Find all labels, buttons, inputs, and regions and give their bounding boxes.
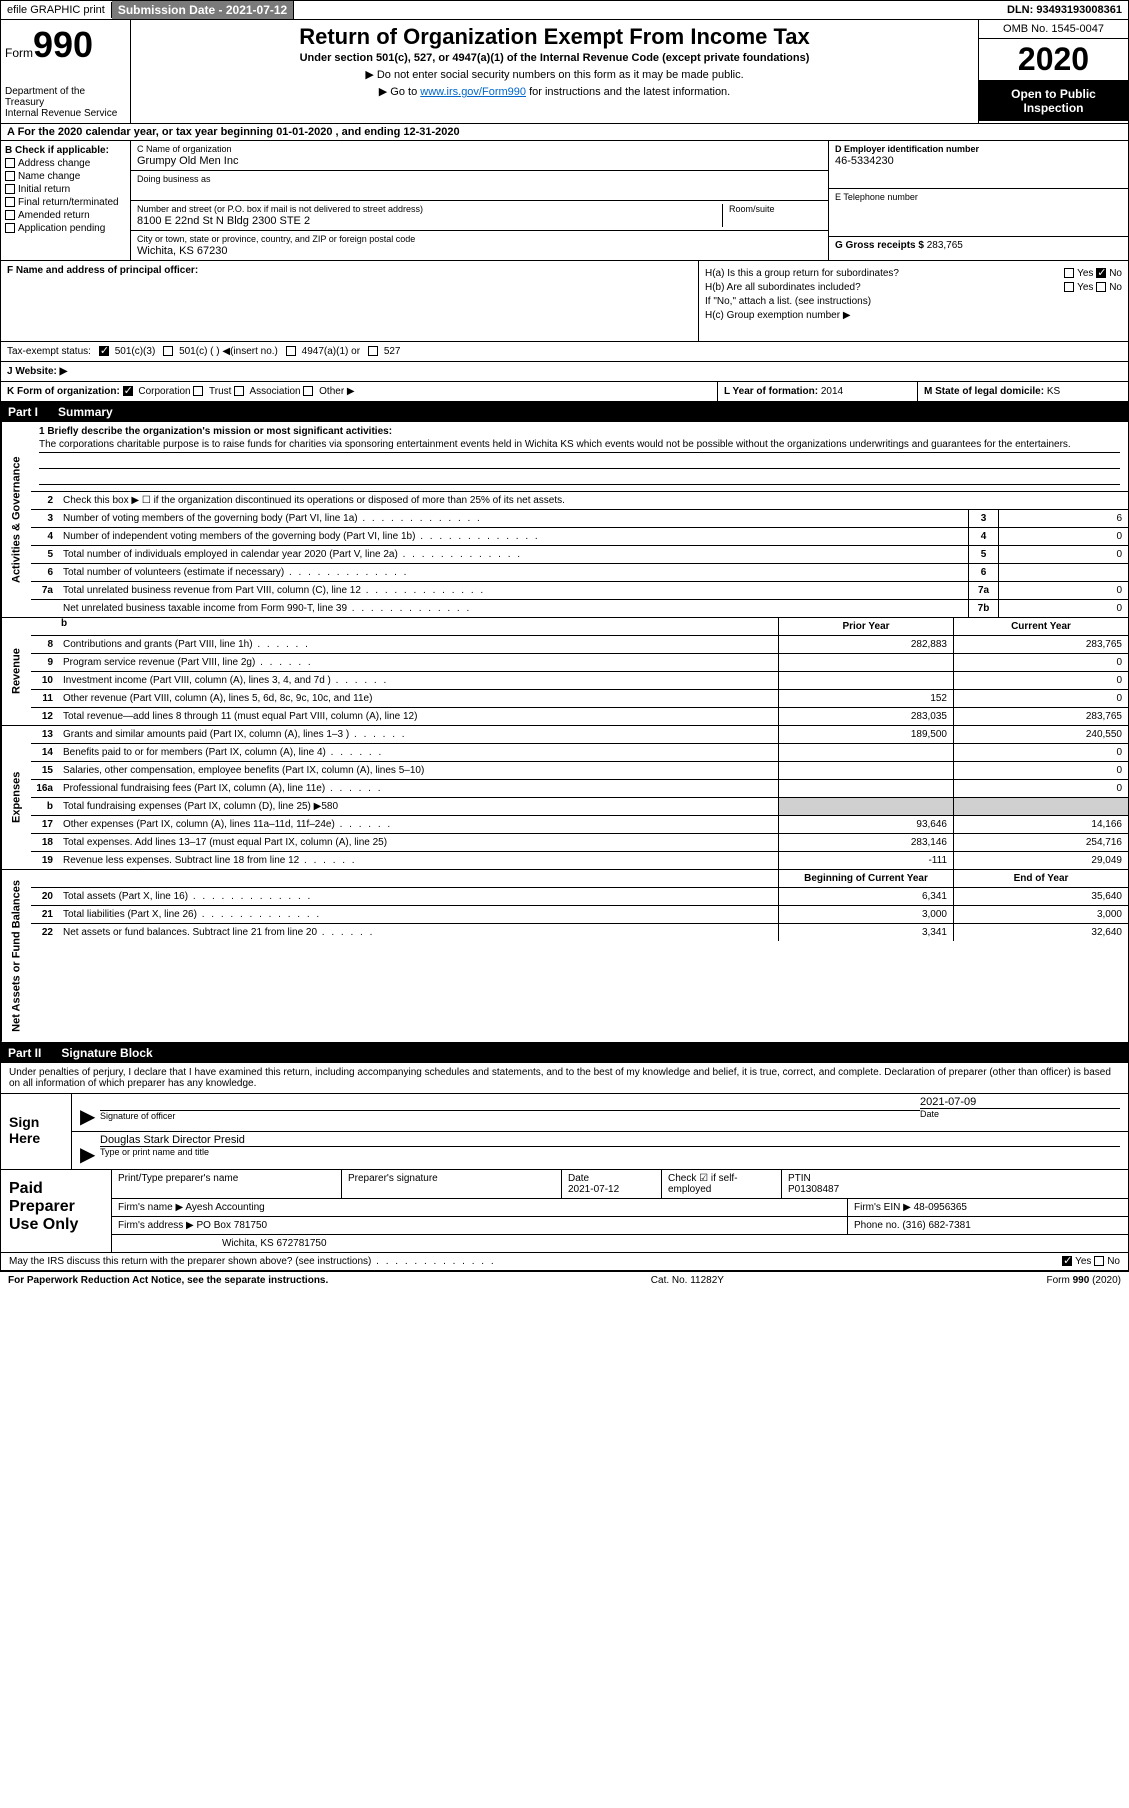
side-revenue: Revenue — [1, 618, 31, 725]
revenue-block: Revenue bPrior YearCurrent Year 8Contrib… — [0, 618, 1129, 726]
chk-corp[interactable] — [123, 386, 133, 396]
sig-arrow-icon: ▶ — [80, 1134, 100, 1167]
chk-final[interactable] — [5, 197, 15, 207]
sign-block: Sign Here ▶ Signature of officer 2021-07… — [0, 1094, 1129, 1170]
chk-4947[interactable] — [286, 346, 296, 356]
form-id-block: Form 990 Department of the Treasury Inte… — [1, 20, 131, 123]
col-de: D Employer identification number 46-5334… — [828, 141, 1128, 260]
part1-header: Part I Summary — [0, 402, 1129, 422]
submission-date[interactable]: Submission Date - 2021-07-12 — [112, 1, 294, 19]
col-h: H(a) Is this a group return for subordin… — [698, 261, 1128, 341]
chk-assoc[interactable] — [234, 386, 244, 396]
side-netassets: Net Assets or Fund Balances — [1, 870, 31, 1042]
footer: For Paperwork Reduction Act Notice, see … — [0, 1271, 1129, 1289]
form-title-block: Return of Organization Exempt From Incom… — [131, 20, 978, 123]
hb-yes[interactable] — [1064, 282, 1074, 292]
form-header: Form 990 Department of the Treasury Inte… — [0, 20, 1129, 124]
row-j: J Website: ▶ — [0, 362, 1129, 382]
ha-yes[interactable] — [1064, 268, 1074, 278]
top-bar: efile GRAPHIC print Submission Date - 20… — [0, 0, 1129, 20]
ha-no[interactable] — [1096, 268, 1106, 278]
sig-intro: Under penalties of perjury, I declare th… — [0, 1063, 1129, 1094]
mission: 1 Briefly describe the organization's mi… — [31, 422, 1128, 492]
chk-other[interactable] — [303, 386, 313, 396]
col-c: C Name of organization Grumpy Old Men In… — [131, 141, 828, 260]
chk-527[interactable] — [368, 346, 378, 356]
hb-no[interactable] — [1096, 282, 1106, 292]
row-fgh: F Name and address of principal officer:… — [0, 261, 1129, 342]
row-i: Tax-exempt status: 501(c)(3) 501(c) ( ) … — [0, 342, 1129, 362]
side-expenses: Expenses — [1, 726, 31, 869]
discuss-row: May the IRS discuss this return with the… — [0, 1253, 1129, 1271]
section-bcde: B Check if applicable: Address change Na… — [0, 141, 1129, 261]
efile-label: efile GRAPHIC print — [1, 2, 112, 18]
row-klm: K Form of organization: Corporation Trus… — [0, 382, 1129, 402]
chk-address[interactable] — [5, 158, 15, 168]
side-activities: Activities & Governance — [1, 422, 31, 617]
sig-arrow-icon: ▶ — [80, 1096, 100, 1129]
chk-amended[interactable] — [5, 210, 15, 220]
dln: DLN: 93493193008361 — [1001, 2, 1128, 18]
chk-name[interactable] — [5, 171, 15, 181]
expenses-block: Expenses 13Grants and similar amounts pa… — [0, 726, 1129, 870]
activities-block: Activities & Governance 1 Briefly descri… — [0, 422, 1129, 618]
discuss-yes[interactable] — [1062, 1256, 1072, 1266]
preparer-block: Paid Preparer Use Only Print/Type prepar… — [0, 1170, 1129, 1253]
line-a: A For the 2020 calendar year, or tax yea… — [0, 124, 1129, 141]
discuss-no[interactable] — [1094, 1256, 1104, 1266]
chk-pending[interactable] — [5, 223, 15, 233]
year-block: OMB No. 1545-0047 2020 Open to Public In… — [978, 20, 1128, 123]
chk-initial[interactable] — [5, 184, 15, 194]
col-b: B Check if applicable: Address change Na… — [1, 141, 131, 260]
chk-501c3[interactable] — [99, 346, 109, 356]
col-f: F Name and address of principal officer: — [1, 261, 698, 341]
part2-header: Part II Signature Block — [0, 1043, 1129, 1063]
netassets-block: Net Assets or Fund Balances Beginning of… — [0, 870, 1129, 1043]
form990-link[interactable]: www.irs.gov/Form990 — [420, 86, 526, 98]
chk-trust[interactable] — [193, 386, 203, 396]
chk-501c[interactable] — [163, 346, 173, 356]
